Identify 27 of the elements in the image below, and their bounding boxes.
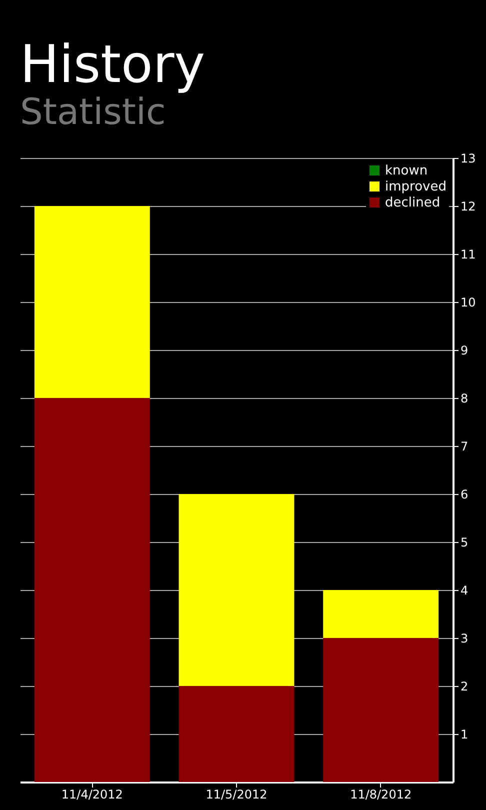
y-tick-label: 4: [460, 584, 468, 598]
y-tick-label: 7: [460, 440, 468, 454]
x-tick-label: 11/5/2012: [206, 788, 268, 802]
y-tick-label: 6: [460, 488, 468, 502]
chart-subtitle: Statistic: [20, 92, 166, 133]
x-tick-label: 11/4/2012: [61, 788, 123, 802]
y-tick-label: 11: [460, 248, 476, 262]
y-tick-label: 10: [460, 296, 476, 310]
legend-label: known: [385, 164, 428, 178]
y-tick-label: 2: [460, 680, 468, 694]
y-tick-label: 3: [460, 632, 468, 646]
bar: [178, 686, 294, 782]
legend-label: improved: [385, 180, 446, 194]
legend-label: declined: [385, 196, 440, 210]
bar: [323, 590, 439, 638]
y-tick-label: 8: [460, 392, 468, 406]
y-tick-label: 12: [460, 200, 476, 214]
y-tick-label: 5: [460, 536, 468, 550]
y-tick-label: 9: [460, 344, 468, 358]
y-tick-label: 1: [460, 728, 468, 742]
bar: [34, 206, 150, 398]
x-tick-label: 11/8/2012: [350, 788, 412, 802]
chart-title: History: [20, 35, 205, 95]
bar: [323, 638, 439, 782]
bar: [178, 494, 294, 686]
bar: [34, 398, 150, 782]
y-tick-label: 13: [460, 152, 476, 166]
